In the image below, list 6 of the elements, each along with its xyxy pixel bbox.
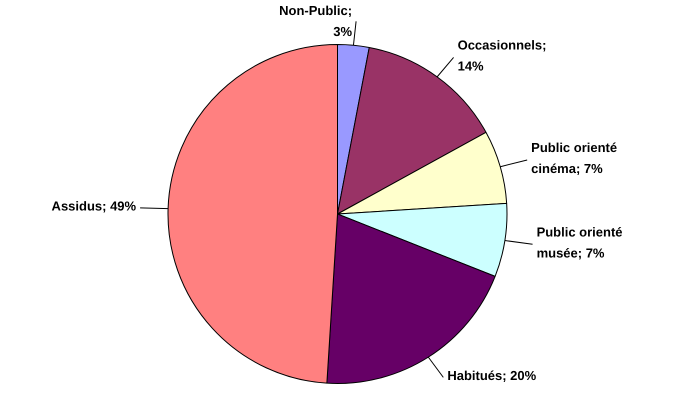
slice-label: Non-Public; 3% <box>279 3 353 40</box>
slice-label: Habitués; 20% <box>447 368 537 383</box>
slice-label: Assidus; 49% <box>52 198 137 214</box>
slice-label: Public orienté cinéma; 7% <box>531 140 618 176</box>
slice-label: Public orienté musée; 7% <box>536 224 623 260</box>
slice-label: Occasionnels; 14% <box>458 38 546 74</box>
